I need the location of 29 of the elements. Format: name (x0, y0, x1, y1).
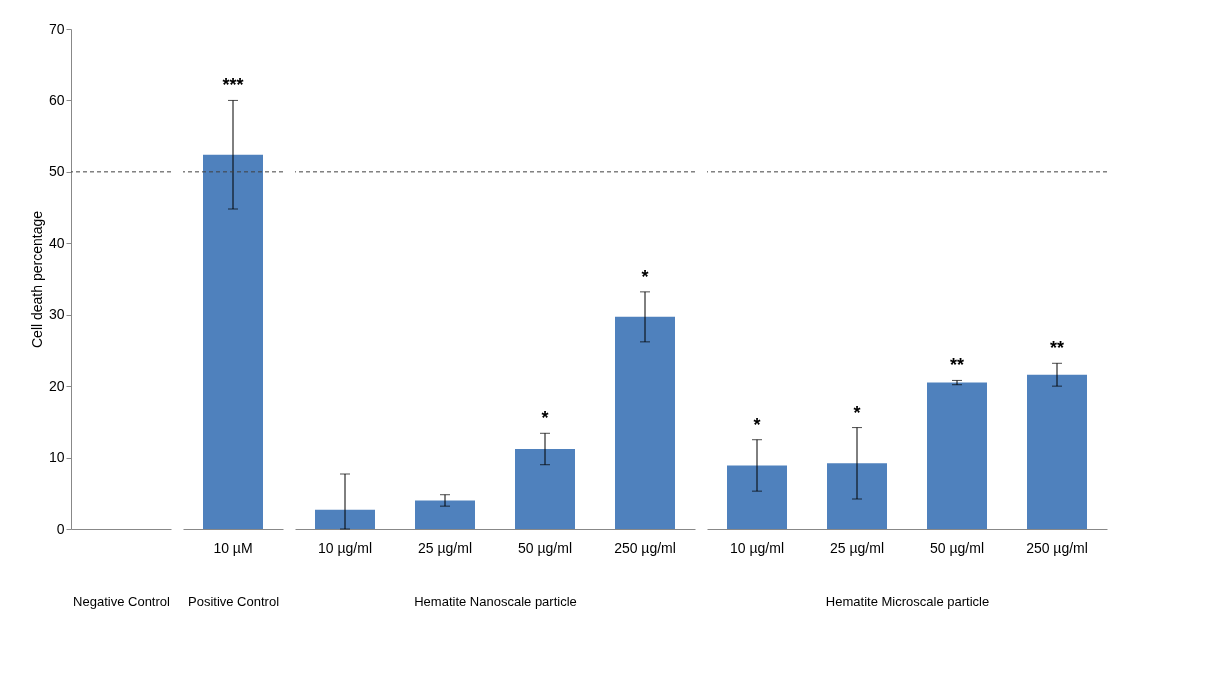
x-tick-label: 10 µg/ml (318, 539, 372, 556)
annotation: * (541, 408, 549, 429)
annotation: * (753, 414, 761, 435)
y-tick-label: 30 (48, 306, 65, 323)
x-axis-title: Negative Control (73, 593, 171, 609)
y-tick-label: 20 (48, 377, 65, 394)
y-axis-title: Cell death percentage (28, 210, 45, 348)
y-tick-label: 40 (48, 234, 65, 251)
y-tick-label: 70 (48, 20, 65, 37)
x-axis-title: Hematite Nanoscale particle (414, 593, 577, 609)
x-tick-label: 50 µg/ml (930, 539, 984, 556)
x-tick-label: 25 µg/ml (830, 539, 884, 556)
y-tick-label: 50 (48, 163, 65, 180)
x-tick-label: 25 µg/ml (418, 539, 472, 556)
x-axis-title: Hematite Microscale particle (825, 593, 990, 609)
y-tick-label: 0 (56, 520, 65, 537)
annotation: ** (949, 355, 965, 376)
x-tick-label: 10 µM (213, 539, 253, 556)
annotation: * (641, 266, 649, 287)
annotation: *** (222, 75, 244, 96)
x-axis-title: Positive Control (187, 593, 280, 609)
annotation: * (853, 402, 861, 423)
x-tick-label: 50 µg/ml (518, 539, 572, 556)
y-tick-label: 10 (48, 449, 65, 466)
y-tick-label: 60 (48, 91, 65, 108)
annotation: ** (1049, 338, 1065, 359)
x-tick-label: 250 µg/ml (1026, 539, 1088, 556)
x-tick-label: 250 µg/ml (614, 539, 676, 556)
x-tick-label: 10 µg/ml (730, 539, 784, 556)
